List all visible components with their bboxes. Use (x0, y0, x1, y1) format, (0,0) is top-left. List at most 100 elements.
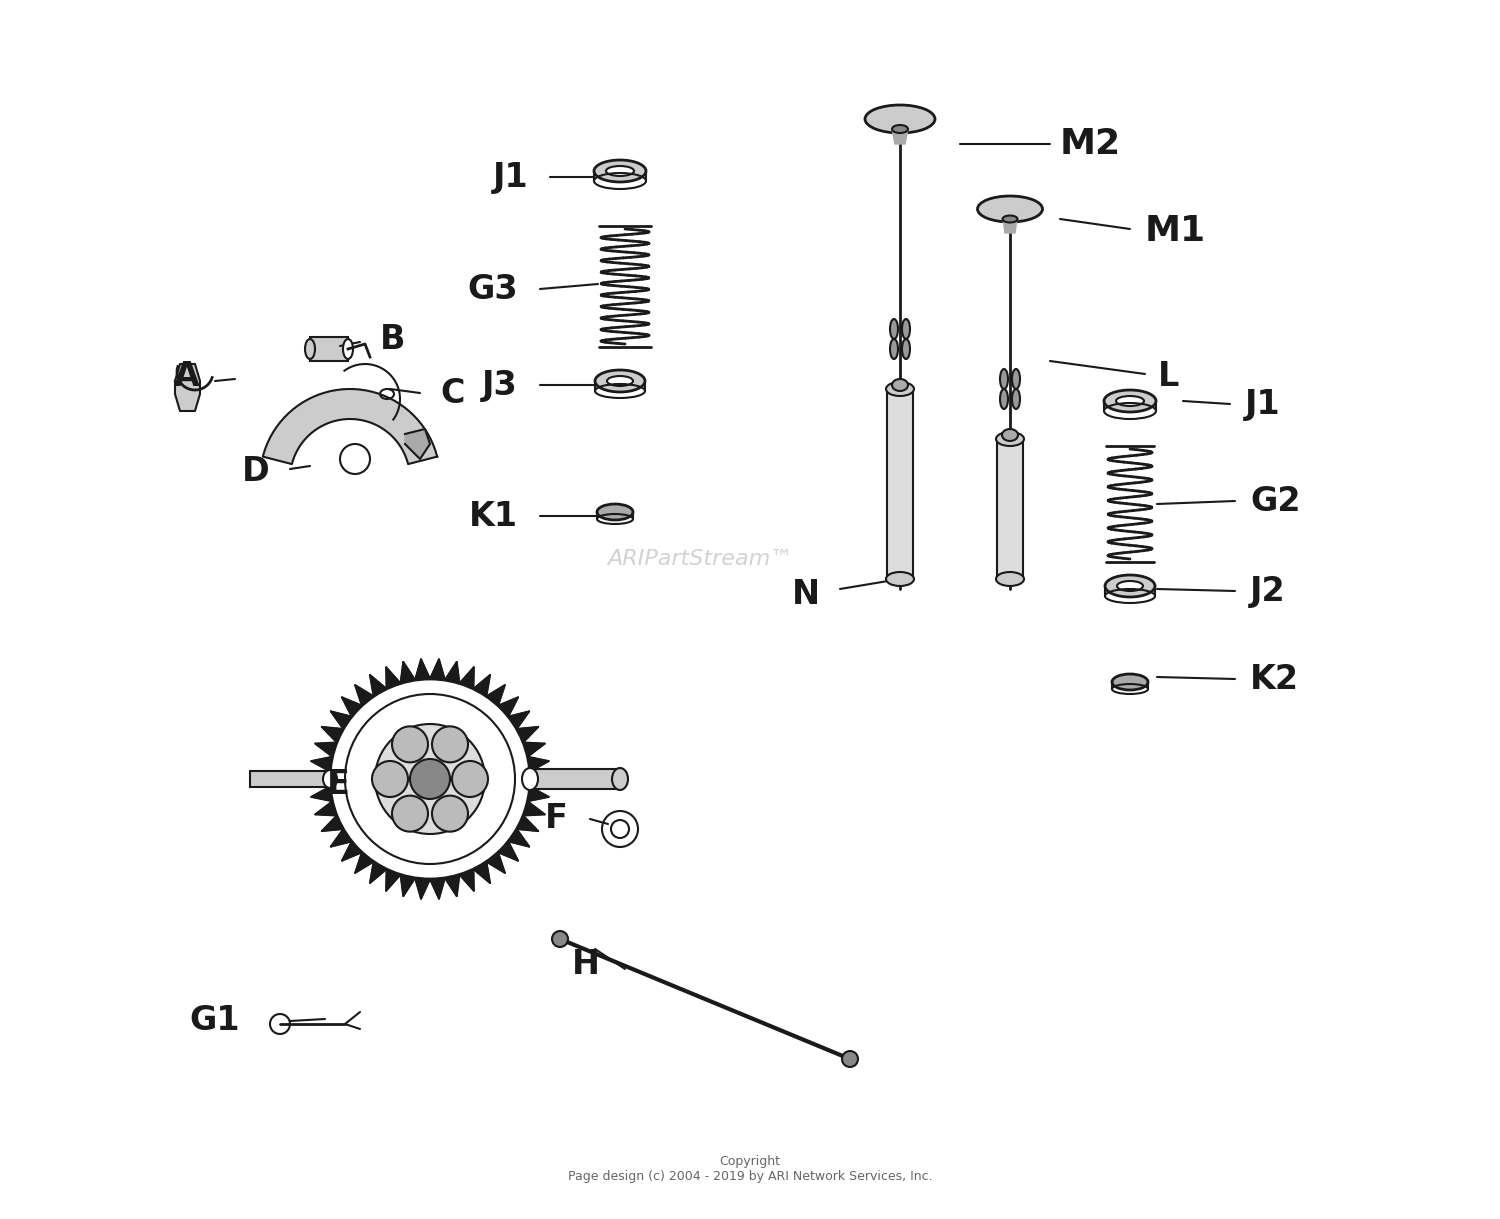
Polygon shape (524, 801, 544, 816)
Circle shape (602, 811, 638, 847)
Polygon shape (322, 816, 344, 831)
Ellipse shape (890, 319, 898, 339)
Polygon shape (386, 869, 400, 891)
Polygon shape (176, 364, 200, 411)
Polygon shape (312, 757, 333, 772)
Circle shape (345, 694, 514, 864)
Ellipse shape (344, 339, 352, 360)
Text: J1: J1 (1245, 388, 1281, 421)
Polygon shape (370, 675, 387, 696)
Circle shape (432, 727, 468, 762)
Ellipse shape (886, 572, 914, 586)
Polygon shape (342, 841, 362, 861)
Polygon shape (315, 742, 338, 757)
Text: L: L (1158, 360, 1179, 393)
Ellipse shape (1013, 389, 1020, 410)
Polygon shape (416, 659, 430, 680)
Text: J2: J2 (1250, 574, 1286, 607)
Text: G1: G1 (189, 1004, 240, 1037)
Polygon shape (528, 757, 549, 772)
Bar (530, 769, 620, 789)
Polygon shape (370, 862, 387, 883)
Ellipse shape (1002, 429, 1019, 441)
Ellipse shape (1118, 581, 1143, 591)
Polygon shape (315, 801, 338, 816)
Ellipse shape (1116, 396, 1144, 406)
Text: K2: K2 (1250, 662, 1299, 696)
Ellipse shape (892, 126, 908, 133)
Ellipse shape (1000, 389, 1008, 410)
Ellipse shape (890, 339, 898, 360)
Text: A: A (174, 360, 200, 393)
Polygon shape (332, 829, 352, 847)
Polygon shape (524, 742, 544, 757)
Ellipse shape (594, 160, 646, 182)
Circle shape (552, 931, 568, 947)
Text: M1: M1 (1144, 215, 1206, 247)
Circle shape (330, 679, 530, 879)
Ellipse shape (606, 166, 634, 176)
Ellipse shape (322, 770, 338, 787)
Polygon shape (516, 727, 538, 742)
Polygon shape (528, 786, 549, 801)
Bar (886, 389, 914, 579)
Ellipse shape (612, 768, 628, 790)
Polygon shape (486, 852, 506, 873)
Polygon shape (405, 429, 430, 460)
Polygon shape (310, 772, 330, 786)
Ellipse shape (902, 319, 910, 339)
Polygon shape (312, 786, 333, 801)
Polygon shape (498, 841, 517, 861)
Ellipse shape (1104, 390, 1156, 412)
Ellipse shape (892, 379, 908, 391)
Ellipse shape (1112, 674, 1148, 690)
Ellipse shape (1106, 575, 1155, 597)
Circle shape (392, 727, 427, 762)
Text: N: N (792, 578, 820, 611)
Text: E: E (327, 768, 350, 801)
Ellipse shape (304, 339, 315, 360)
Circle shape (372, 761, 408, 797)
Ellipse shape (996, 432, 1024, 446)
Polygon shape (446, 662, 459, 684)
Text: J3: J3 (483, 368, 518, 401)
Polygon shape (530, 772, 550, 786)
Polygon shape (322, 727, 344, 742)
Text: K1: K1 (470, 500, 518, 533)
Text: G2: G2 (1250, 484, 1300, 518)
Polygon shape (356, 852, 374, 873)
Polygon shape (892, 129, 908, 144)
Circle shape (340, 444, 370, 474)
Polygon shape (516, 816, 538, 831)
Ellipse shape (1000, 369, 1008, 389)
Polygon shape (474, 675, 490, 696)
Ellipse shape (902, 339, 910, 360)
Polygon shape (400, 662, 416, 684)
Polygon shape (430, 878, 445, 898)
Circle shape (432, 796, 468, 831)
Polygon shape (430, 659, 445, 680)
Text: B: B (380, 323, 405, 356)
Bar (310, 336, 348, 361)
Polygon shape (486, 685, 506, 706)
Text: ARIPartStream™: ARIPartStream™ (608, 549, 792, 569)
Bar (998, 439, 1023, 579)
Polygon shape (509, 829, 530, 847)
Circle shape (410, 759, 450, 798)
Ellipse shape (1002, 216, 1017, 223)
Text: D: D (243, 455, 270, 488)
Polygon shape (1004, 219, 1017, 233)
Circle shape (842, 1051, 858, 1067)
Circle shape (375, 724, 484, 834)
Ellipse shape (978, 196, 1042, 222)
Polygon shape (342, 697, 362, 717)
Polygon shape (509, 712, 530, 729)
Ellipse shape (596, 371, 645, 393)
Polygon shape (459, 667, 474, 689)
Polygon shape (400, 874, 416, 896)
Ellipse shape (886, 382, 914, 396)
Ellipse shape (522, 768, 538, 790)
Text: G3: G3 (468, 273, 518, 306)
Text: C: C (440, 377, 465, 410)
Ellipse shape (865, 105, 934, 133)
